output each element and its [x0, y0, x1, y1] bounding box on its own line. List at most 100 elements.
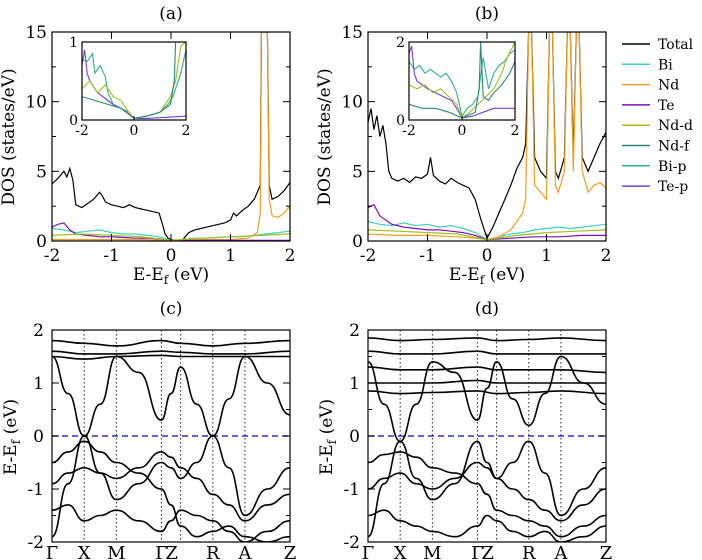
kpoint-label: Z	[481, 543, 494, 560]
band-line	[368, 355, 606, 443]
y-tick-label: 5	[352, 162, 363, 182]
legend-label: Bi	[658, 57, 673, 73]
kpoint-label: Z	[600, 543, 613, 560]
x-tick-label: -1	[103, 246, 120, 266]
x-tick-label: 1	[541, 246, 552, 266]
band-line	[368, 390, 606, 395]
inset-series-nd-f-line	[82, 42, 186, 119]
band-line	[368, 461, 606, 522]
band-line	[52, 504, 290, 542]
legend: Total Bi Nd Te Nd-d Nd-f Bi-p Te-p	[622, 37, 694, 195]
y-tick-label: 15	[341, 23, 363, 43]
band-line	[52, 355, 290, 437]
panel-d-ylabel: E-Ef (eV)	[317, 399, 339, 475]
inset-x-tick-label: 0	[130, 123, 139, 139]
y-tick-label: 0	[36, 232, 47, 252]
y-tick-label: 5	[36, 162, 47, 182]
band-line	[368, 451, 606, 538]
band-line	[52, 440, 290, 542]
kpoint-label: X	[78, 543, 91, 560]
kpoint-label: M	[423, 543, 441, 560]
legend-label: Total	[658, 37, 694, 53]
inset-series-bi-p-line	[82, 49, 186, 119]
legend-item: Nd	[622, 78, 679, 94]
inset-x-tick-label: 2	[182, 123, 191, 139]
legend-label: Te	[658, 98, 675, 114]
legend-item: Te	[622, 98, 675, 114]
x-tick-label: 1	[225, 246, 236, 266]
band-line	[368, 440, 606, 538]
panel-a-title: (a)	[159, 4, 182, 24]
y-tick-label: 10	[341, 93, 363, 113]
y-tick-label: 0	[33, 427, 44, 447]
inset-x-tick-label: 2	[511, 123, 520, 139]
kpoint-label: R	[522, 543, 536, 560]
series-nd-line	[52, 32, 290, 241]
kpoint-label: A	[553, 543, 568, 560]
inset-x-tick-label: 0	[458, 123, 467, 139]
panel-a-xlabel: E-Ef (eV)	[133, 265, 209, 287]
kpoint-label: Γ	[471, 543, 484, 560]
band-line	[368, 509, 606, 542]
panel-c-title: (c)	[160, 299, 183, 319]
inset-y-tick-label: 0	[69, 113, 78, 129]
y-tick-label: -1	[343, 480, 360, 500]
kpoint-label: Γ	[362, 543, 375, 560]
panel-c-ylabel: E-Ef (eV)	[1, 399, 23, 475]
band-line	[52, 354, 290, 360]
kpoint-label: Γ	[46, 543, 59, 560]
kpoint-label: Z	[165, 543, 178, 560]
panel-d-title: (d)	[475, 299, 499, 319]
y-tick-label: -2	[343, 533, 360, 553]
inset-x-tick-label: -2	[402, 123, 416, 139]
inset-x-tick-label: -2	[75, 123, 89, 139]
legend-label: Bi-p	[658, 159, 686, 175]
inset-series-te-p-line	[82, 49, 186, 119]
kpoint-label: M	[107, 543, 125, 560]
band-line	[52, 350, 290, 355]
legend-item: Total	[622, 37, 694, 53]
y-tick-label: -1	[27, 480, 44, 500]
band-line	[368, 366, 606, 374]
kpoint-label: A	[237, 543, 252, 560]
legend-label: Te-p	[658, 179, 688, 195]
x-tick-label: 0	[482, 246, 493, 266]
kpoint-label: X	[394, 543, 407, 560]
y-tick-label: 1	[349, 374, 360, 394]
band-line	[52, 451, 290, 522]
band-line	[368, 337, 606, 342]
x-tick-label: -2	[44, 246, 61, 266]
inset-series-te-p-line	[409, 45, 515, 119]
legend-label: Nd-f	[658, 139, 691, 155]
legend-item: Bi	[622, 57, 673, 73]
panel-b-title: (b)	[475, 4, 499, 24]
band-line	[368, 350, 606, 355]
panel-a-ylabel: DOS (states/eV)	[0, 68, 19, 205]
kpoint-label: Z	[284, 543, 297, 560]
band-line	[368, 379, 606, 384]
inset-b: -2 0 202	[396, 35, 519, 139]
y-tick-label: 10	[25, 93, 47, 113]
series-te-line	[368, 204, 606, 241]
x-tick-label: 2	[285, 246, 296, 266]
band-line	[52, 339, 290, 347]
series-total-line	[368, 32, 606, 240]
legend-item: Nd-f	[622, 139, 691, 155]
y-tick-label: 2	[349, 321, 360, 341]
panel-b-ylabel: DOS (states/eV)	[315, 68, 335, 205]
y-tick-label: 0	[349, 427, 360, 447]
x-tick-label: 2	[601, 246, 612, 266]
y-tick-label: 0	[352, 232, 363, 252]
legend-item: Bi-p	[622, 159, 686, 175]
inset-background	[82, 42, 186, 120]
panel-b-xlabel: E-Ef (eV)	[449, 265, 525, 287]
kpoint-label: Γ	[155, 543, 168, 560]
x-tick-label: -2	[360, 246, 377, 266]
